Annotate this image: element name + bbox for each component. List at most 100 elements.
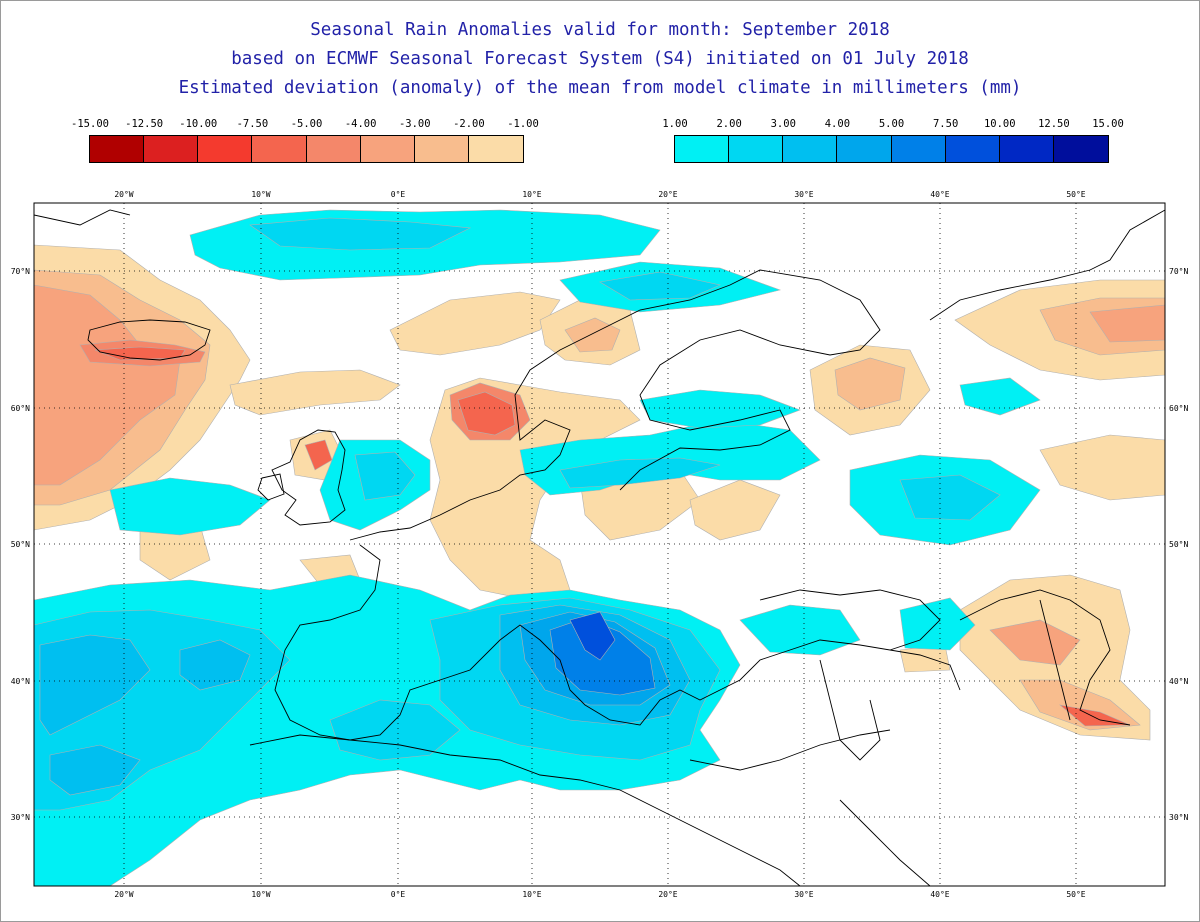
legend-label: -10.00 xyxy=(179,118,218,130)
right-lat-label: 40°N xyxy=(1169,677,1188,686)
anomaly-area xyxy=(899,597,976,651)
bottom-lon-label: 10°W xyxy=(251,890,270,899)
anomaly-area xyxy=(354,451,416,501)
legend-label: 10.00 xyxy=(983,118,1016,130)
top-lon-label: 30°E xyxy=(794,190,813,199)
legend-label: -12.50 xyxy=(125,118,164,130)
legend-positive-labels: 1.00 2.00 3.00 4.00 5.00 7.50 10.00 12.50 15.00 xyxy=(662,118,1123,132)
legend-label: -15.00 xyxy=(71,118,109,130)
axis-labels: 20°W 10°W 0°E 10°E 20°E 30°E 40°E 50°E 20°W 10°W 0… xyxy=(11,190,1189,899)
legend-label: 7.50 xyxy=(932,118,959,130)
legend-swatch xyxy=(306,136,361,162)
legend-label: 3.00 xyxy=(770,118,796,130)
legend-swatch xyxy=(675,136,730,162)
bottom-lon-label: 10°E xyxy=(522,890,541,899)
right-lat-label: 60°N xyxy=(1169,404,1188,413)
top-lon-label: 0°E xyxy=(391,190,406,199)
gridlines xyxy=(34,203,1165,886)
anomaly-area xyxy=(49,744,141,796)
legend-swatch xyxy=(90,136,145,162)
anomaly-area xyxy=(1039,434,1165,501)
top-lon-label: 40°E xyxy=(930,190,949,199)
legend-label: -5.00 xyxy=(290,118,323,130)
anomaly-area xyxy=(599,271,721,301)
positive-anomaly-areas xyxy=(34,209,1041,886)
legend-label: 15.00 xyxy=(1092,118,1124,130)
anomaly-area xyxy=(639,389,801,429)
legend-positive: 1.00 2.00 3.00 4.00 5.00 7.50 10.00 12.50 15.00 xyxy=(662,118,1124,166)
anomaly-area xyxy=(559,457,721,489)
anomaly-area xyxy=(959,377,1041,416)
legend-swatch xyxy=(252,136,307,162)
right-lat-label: 30°N xyxy=(1169,813,1188,822)
anomaly-area xyxy=(109,477,271,536)
legend-label: 2.00 xyxy=(716,118,742,130)
legend-label: 5.00 xyxy=(878,118,905,130)
legend-negative: -15.00 -12.50 -10.00 -7.50 -5.00 -4.00 -3.00 -2… xyxy=(71,118,539,166)
legend-swatch xyxy=(999,136,1054,162)
anomaly-area xyxy=(249,217,472,251)
legend-swatch xyxy=(468,136,523,162)
legend-label: -7.50 xyxy=(236,118,269,130)
anomaly-area xyxy=(94,346,186,361)
anomaly-area xyxy=(389,291,561,356)
left-lat-label: 30°N xyxy=(11,813,30,822)
anomaly-area xyxy=(329,699,461,761)
legend-negative-labels: -15.00 -12.50 -10.00 -7.50 -5.00 -4.00 -3.00 -2… xyxy=(71,118,539,132)
legend-label: -1.00 xyxy=(507,118,539,130)
anomaly-area xyxy=(899,474,1001,521)
legend-label: 4.00 xyxy=(824,118,851,130)
legend-swatch xyxy=(783,136,838,162)
title-block: Seasonal Rain Anomalies valid for month:… xyxy=(0,16,1200,103)
legend-swatch xyxy=(360,136,415,162)
legend-negative-bar xyxy=(89,135,524,163)
title-line-2: based on ECMWF Seasonal Forecast System … xyxy=(231,49,969,69)
bottom-lon-label: 20°E xyxy=(658,890,677,899)
anomaly-area xyxy=(834,357,906,411)
legend-swatch xyxy=(144,136,199,162)
title-line-3: Estimated deviation (anomaly) of the mea… xyxy=(178,78,1022,98)
legend-swatch xyxy=(945,136,1000,162)
legend-swatch xyxy=(729,136,784,162)
top-lon-label: 20°W xyxy=(114,190,133,199)
anomaly-area xyxy=(179,639,251,691)
legend-positive-bar xyxy=(674,135,1109,163)
map-border xyxy=(33,202,1166,887)
legend-label: -4.00 xyxy=(344,118,377,130)
anomaly-area xyxy=(1089,304,1165,343)
top-lon-label: 20°E xyxy=(658,190,677,199)
anomaly-area xyxy=(989,619,1081,666)
top-lon-label: 50°E xyxy=(1066,190,1085,199)
bottom-lon-label: 30°E xyxy=(794,890,813,899)
bottom-lon-label: 50°E xyxy=(1066,890,1085,899)
title-line-1: Seasonal Rain Anomalies valid for month:… xyxy=(310,20,890,40)
bottom-lon-label: 20°W xyxy=(114,890,133,899)
legend-swatch xyxy=(891,136,946,162)
map-field xyxy=(34,203,1165,886)
legend-swatch xyxy=(414,136,469,162)
legend-swatch xyxy=(1053,136,1108,162)
bottom-lon-label: 40°E xyxy=(930,890,949,899)
left-lat-label: 60°N xyxy=(11,404,30,413)
legend-swatch xyxy=(198,136,253,162)
anomaly-area xyxy=(569,611,616,661)
bottom-lon-label: 0°E xyxy=(391,890,406,899)
legend-label: -2.00 xyxy=(453,118,485,130)
anomaly-area xyxy=(39,634,151,736)
negative-anomaly-areas xyxy=(34,244,1165,741)
right-lat-label: 50°N xyxy=(1169,540,1188,549)
anomaly-area xyxy=(689,479,781,541)
top-lon-label: 10°W xyxy=(251,190,270,199)
legend-swatch xyxy=(837,136,892,162)
coastlines xyxy=(34,209,1165,886)
top-lon-label: 10°E xyxy=(522,190,541,199)
left-lat-label: 50°N xyxy=(11,540,30,549)
anomaly-area xyxy=(739,604,861,656)
legend-label: 1.00 xyxy=(662,118,688,130)
left-lat-label: 70°N xyxy=(11,267,30,276)
anomaly-area xyxy=(229,369,401,416)
left-lat-label: 40°N xyxy=(11,677,30,686)
anomaly-area xyxy=(34,284,181,486)
anomaly-area xyxy=(457,391,516,436)
